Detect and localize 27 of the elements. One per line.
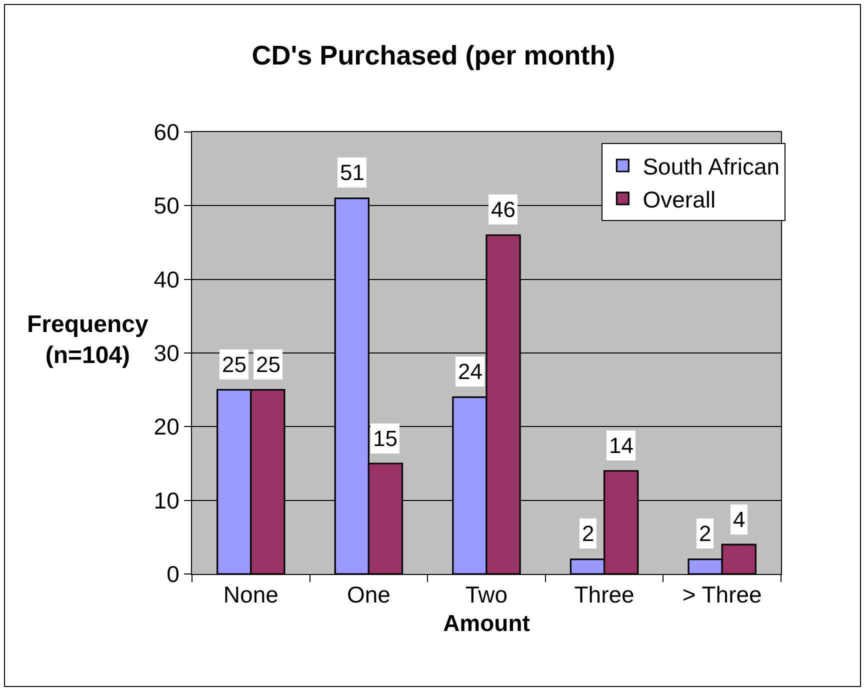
data-label: 2 <box>582 521 594 546</box>
y-tick-label: 50 <box>154 192 180 219</box>
y-tick-label: 30 <box>154 340 180 366</box>
data-label: 24 <box>458 359 482 384</box>
y-tick-label: 10 <box>154 487 180 514</box>
y-tick-label: 40 <box>154 266 180 292</box>
data-label: 25 <box>222 352 246 377</box>
y-tick-label: 20 <box>154 414 180 440</box>
y-axis-title: Frequency (n=104) <box>27 311 150 370</box>
data-label: 25 <box>256 352 280 377</box>
x-axis-title: Amount <box>443 610 530 636</box>
data-label: 14 <box>609 433 634 458</box>
x-tick-label: > Three <box>682 582 762 608</box>
x-tick-label: Two <box>465 582 508 608</box>
legend-label: South African <box>642 153 780 180</box>
y-tick-label: 0 <box>166 561 180 588</box>
x-tick-label: One <box>346 582 390 608</box>
data-label: 4 <box>733 507 746 532</box>
data-label: 15 <box>373 426 398 451</box>
chart-title: CD's Purchased (per month) <box>252 40 616 70</box>
data-label: 2 <box>699 521 712 546</box>
legend-label: Overall <box>642 186 716 212</box>
x-tick-label: Three <box>574 582 634 608</box>
y-tick-label: 60 <box>154 119 180 146</box>
data-label: 51 <box>340 160 364 185</box>
x-tick-label: None <box>223 582 278 608</box>
data-label: 46 <box>491 197 516 222</box>
